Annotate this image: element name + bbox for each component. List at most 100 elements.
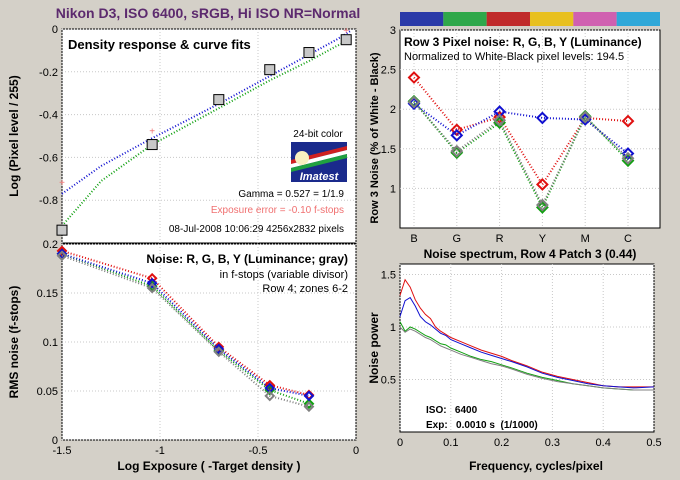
spectrum-xtick-label: 0.3 <box>545 437 560 449</box>
spectrum-xtick-label: 0 <box>397 437 403 449</box>
rms-title: Noise: R, G, B, Y (Luminance; gray) <box>146 252 348 266</box>
exposure-error-text: Exposure error = -0.10 f-stops <box>211 205 344 216</box>
row3-ytick-label: 2.5 <box>381 65 396 77</box>
rms-line-G <box>61 252 310 405</box>
density-ref-marker: + <box>59 178 65 189</box>
density-ref-marker: + <box>149 127 155 138</box>
rms-point-Y <box>264 390 276 402</box>
spectrum-ytick-label: 1 <box>390 322 396 334</box>
row3-plot-area <box>399 29 661 229</box>
density-plot-area <box>61 28 357 244</box>
rms-grid <box>61 243 357 441</box>
rms-line-B <box>61 252 310 397</box>
spectrum-ylabel: Noise power <box>367 312 381 384</box>
rms-point-B <box>213 343 225 355</box>
row3-point-R <box>407 71 421 84</box>
spectrum-line-B <box>399 296 655 389</box>
logo-stripe-green <box>291 154 347 172</box>
rms-xtick-label: -1.5 <box>53 445 72 457</box>
gamma-text: Gamma = 0.527 = 1/1.9 <box>238 189 344 200</box>
spectrum-panel: Noise spectrum, Row 4 Patch 3 (0.44) 0 0.… <box>367 247 662 473</box>
row3-point-Y <box>535 198 549 212</box>
density-point <box>340 34 352 46</box>
density-point <box>303 47 315 59</box>
density-ytick-label: 0 <box>52 24 58 36</box>
row3-category-label: Y <box>539 233 547 245</box>
patch-color-strip <box>400 12 660 26</box>
density-title: Density response & curve fits <box>68 37 251 52</box>
spectrum-line-Y <box>399 326 654 391</box>
rms-xtick-label: -1 <box>155 445 165 457</box>
row3-noise-panel: B G R Y M C 1 1.5 2 2.5 3 Row 3 Pixel noise: R, G,… <box>369 12 661 245</box>
rms-marks <box>56 245 315 413</box>
rms-point-Y <box>303 401 315 413</box>
row3-category-label: B <box>410 233 417 245</box>
imatest-logo: 24-bit color Imatest <box>291 129 347 183</box>
rms-ticks: -1.5 -1 -0.5 0 0 0.05 0.1 0.15 0.2 <box>37 239 359 457</box>
density-ylabel: Log (Pixel level / 255) <box>7 75 21 196</box>
row3-ytick-label: 3 <box>390 25 396 37</box>
rms-line-Y <box>61 254 310 408</box>
exposure-text: Exp: 0.0010 s (1/1000) <box>426 420 538 431</box>
spectrum-xtick-label: 0.1 <box>443 437 458 449</box>
main-title: Nikon D3, ISO 6400, sRGB, Hi ISO NR=Norm… <box>56 5 361 21</box>
rms-xtick-label: 0 <box>353 445 359 457</box>
row3-point-B <box>535 111 549 125</box>
spectrum-plot-area <box>399 263 655 433</box>
patch-swatch <box>573 12 617 26</box>
rms-point-B <box>146 277 158 289</box>
row3-point-R <box>621 114 635 128</box>
spectrum-title: Noise spectrum, Row 4 Patch 3 (0.44) <box>424 247 637 261</box>
row3-point-R <box>450 123 464 137</box>
color-badge-label: 24-bit color <box>293 129 343 140</box>
row3-ytick-label: 1.5 <box>381 144 396 156</box>
spectrum-ytick-label: 0.5 <box>381 375 396 387</box>
spectrum-grid <box>399 264 655 432</box>
rms-subtitle-2: Row 4; zones 6-2 <box>262 283 348 295</box>
spectrum-ytick-label: 1.5 <box>381 270 396 282</box>
row3-ylabel: Row 3 Noise (% of White - Black) <box>369 52 381 223</box>
row3-category-label: R <box>496 233 504 245</box>
logo-sun-icon <box>295 151 309 165</box>
patch-swatch <box>530 12 574 26</box>
rms-point-B <box>56 248 68 260</box>
row3-category-label: M <box>581 233 590 245</box>
row3-point-B <box>407 97 421 111</box>
patch-swatch <box>616 12 660 26</box>
patch-swatch <box>400 12 444 26</box>
rms-point-R <box>213 341 225 353</box>
density-ytick-label: -0.6 <box>39 152 58 164</box>
rms-point-Y <box>213 346 225 358</box>
iso-text: ISO: 6400 <box>426 405 478 416</box>
row3-point-Y <box>578 110 592 124</box>
density-ref-marker: + <box>343 26 349 37</box>
density-ytick-label: -0.2 <box>39 67 58 79</box>
row3-category-label: C <box>624 233 632 245</box>
row3-point-R <box>535 178 549 191</box>
rms-point-G <box>303 398 315 410</box>
rms-ytick-label: 0.1 <box>43 337 58 349</box>
rms-subtitle-1: in f-stops (variable divisor) <box>220 269 348 281</box>
row3-subtitle: Normalized to White-Black pixel levels: … <box>404 51 624 63</box>
rms-xlabel: Log Exposure ( -Target density ) <box>117 459 300 473</box>
spectrum-xtick-label: 0.5 <box>646 437 661 449</box>
row3-point-B <box>621 147 635 160</box>
row3-grid <box>400 29 660 228</box>
row3-line-Y <box>413 101 629 208</box>
spectrum-xlabel: Frequency, cycles/pixel <box>469 459 603 473</box>
spectrum-ticks: 0 0.1 0.2 0.3 0.4 0.5 0.5 1 1.5 <box>381 270 662 450</box>
density-point <box>213 94 225 106</box>
density-point <box>56 224 68 236</box>
density-marks: + + + <box>56 26 352 236</box>
density-fit-blue <box>61 30 351 195</box>
row3-point-R <box>493 110 507 124</box>
rms-ytick-label: 0.2 <box>43 239 58 251</box>
rms-point-B <box>303 390 315 402</box>
row3-point-B <box>450 128 464 142</box>
logo-text: Imatest <box>300 171 340 183</box>
date-info-text: 08-Jul-2008 10:06:29 4256x2832 pixels <box>169 224 344 235</box>
spectrum-xtick-label: 0.4 <box>596 437 611 449</box>
density-point <box>264 64 276 76</box>
density-ytick-label: -0.4 <box>39 110 58 122</box>
rms-ytick-label: 0 <box>52 435 58 447</box>
